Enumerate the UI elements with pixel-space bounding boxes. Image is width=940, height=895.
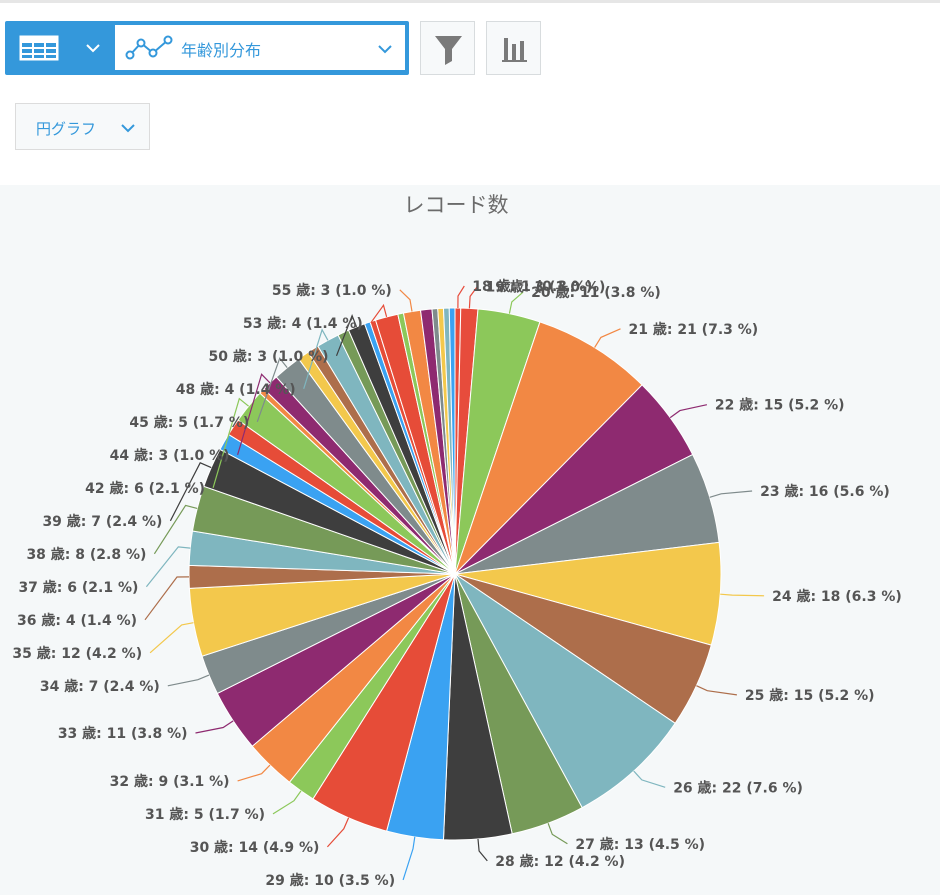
label-connector — [212, 397, 249, 488]
label-connector — [720, 593, 765, 597]
data-label: 18 歳: 1 (0.3 %) — [472, 278, 592, 295]
label-connector — [237, 764, 271, 782]
label-connector — [669, 404, 708, 419]
label-connector — [477, 838, 488, 862]
label-connector — [457, 285, 465, 309]
label-connector — [272, 790, 302, 815]
data-label: 26 歳: 22 (7.6 %) — [673, 779, 803, 796]
data-label: 50 歳: 3 (1.0 %) — [209, 348, 329, 365]
label-connector — [402, 836, 416, 881]
data-label: 44 歳: 3 (1.0 %) — [110, 447, 230, 464]
slice-labels: 18 歳: 1 (0.3 %)19 歳: 3 (1.0 %)20 歳: 11 (… — [12, 278, 901, 889]
data-label: 28 歳: 12 (4.2 %) — [495, 853, 625, 870]
label-connector — [709, 490, 753, 498]
data-label: 23 歳: 16 (5.6 %) — [760, 483, 890, 500]
data-label: 29 歳: 10 (3.5 %) — [265, 872, 395, 889]
data-label: 31 歳: 5 (1.7 %) — [145, 806, 265, 823]
label-connector — [547, 822, 568, 845]
top-border — [0, 0, 940, 3]
table-icon[interactable] — [19, 35, 59, 61]
label-connector — [169, 462, 212, 522]
graph-select[interactable]: 年齢別分布 — [115, 25, 405, 70]
data-label: 19 歳: 3 (1.0 %) — [486, 278, 606, 295]
graph-name: 年齢別分布 — [181, 41, 262, 60]
data-label: 24 歳: 18 (6.3 %) — [772, 588, 902, 605]
label-connector — [594, 328, 621, 348]
data-label: 34 歳: 7 (2.4 %) — [40, 678, 160, 695]
data-label: 48 歳: 4 (1.4 %) — [176, 381, 296, 398]
filter-icon — [435, 36, 462, 65]
label-connector — [149, 622, 194, 654]
data-label: 42 歳: 6 (2.1 %) — [85, 480, 205, 497]
pie-chart: レコード数 18 歳: 1 (0.3 %)19 歳: 3 (1.0 %)20 歳… — [12, 193, 901, 889]
label-connector — [144, 576, 190, 621]
chart-type-select[interactable]: 円グラフ — [15, 103, 150, 150]
label-connector — [633, 770, 666, 788]
line-graph-icon — [125, 35, 173, 60]
data-label: 30 歳: 14 (4.9 %) — [190, 839, 320, 856]
chart-title: レコード数 — [404, 193, 509, 217]
data-label: 35 歳: 12 (4.2 %) — [12, 645, 142, 662]
data-label: 33 歳: 11 (3.8 %) — [58, 725, 188, 742]
data-label: 39 歳: 7 (2.4 %) — [42, 513, 162, 530]
chevron-down-icon[interactable] — [377, 43, 393, 55]
data-label: 55 歳: 3 (1.0 %) — [272, 282, 392, 299]
label-connector — [370, 303, 388, 324]
label-connector — [326, 817, 350, 848]
data-label: 25 歳: 15 (5.2 %) — [745, 687, 875, 704]
label-connector — [303, 328, 329, 389]
data-label: 20 歳: 11 (3.8 %) — [531, 284, 661, 301]
label-connector — [153, 504, 198, 555]
label-connector — [468, 286, 478, 309]
chart-type-label: 円グラフ — [36, 120, 97, 138]
data-label: 32 歳: 9 (3.1 %) — [110, 773, 230, 790]
data-label: 45 歳: 5 (1.7 %) — [129, 414, 249, 431]
label-connector — [508, 291, 524, 314]
pie-slice[interactable] — [454, 321, 643, 575]
pie-slices — [188, 307, 722, 841]
data-label: 22 歳: 15 (5.2 %) — [715, 397, 845, 414]
chevron-down-icon — [121, 124, 135, 133]
data-label: 37 歳: 6 (2.1 %) — [18, 579, 138, 596]
label-connector — [335, 314, 358, 357]
pie-slice[interactable] — [448, 307, 456, 575]
label-connector — [167, 674, 210, 687]
label-connector — [195, 720, 234, 734]
data-label: 27 歳: 13 (4.5 %) — [575, 836, 705, 853]
data-label: 38 歳: 8 (2.8 %) — [26, 546, 146, 563]
data-label: 36 歳: 4 (1.4 %) — [17, 612, 137, 629]
chart-settings-button[interactable] — [486, 21, 541, 75]
chevron-down-icon[interactable] — [85, 41, 101, 55]
label-connector — [256, 357, 288, 422]
filter-button[interactable] — [420, 21, 475, 75]
label-connector — [145, 546, 191, 588]
label-connectors — [144, 285, 765, 881]
label-connector — [399, 289, 413, 312]
label-connector — [237, 373, 271, 455]
bar-chart-icon — [502, 38, 527, 62]
view-selector[interactable]: 年齢別分布 — [5, 21, 409, 75]
label-connector — [696, 685, 737, 696]
data-label: 21 歳: 21 (7.3 %) — [629, 321, 759, 338]
data-label: 53 歳: 4 (1.4 %) — [243, 315, 363, 332]
